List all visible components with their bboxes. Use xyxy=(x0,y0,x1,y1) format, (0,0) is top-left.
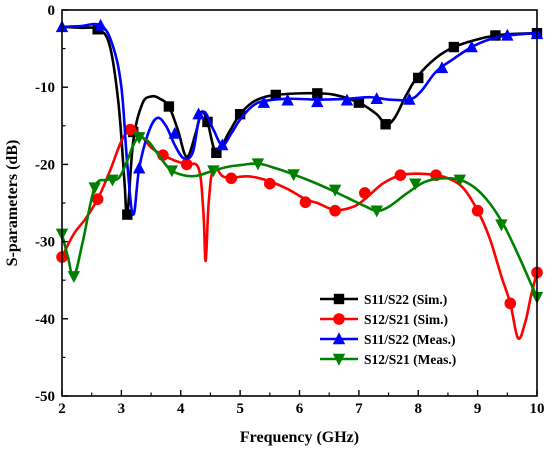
legend-label: S11/S22 (Meas.) xyxy=(364,332,456,347)
series-point-s11-s22-meas xyxy=(216,138,229,151)
legend-marker xyxy=(333,293,345,305)
x-tick-label: 4 xyxy=(177,401,185,417)
series-point-s11-s22-meas xyxy=(311,95,324,108)
series-point-s11-s22-sim xyxy=(211,147,222,159)
series-point-s11-s22-sim xyxy=(353,97,365,108)
legend-marker xyxy=(333,313,345,325)
series-point-s12-s21-sim xyxy=(394,169,407,182)
legend-item-s11-s22-meas: S11/S22 (Meas.) xyxy=(320,332,456,347)
legend-label: S12/S21 (Sim.) xyxy=(364,312,448,327)
series-point-s11-s22-sim xyxy=(234,109,246,120)
series-point-s11-s22-sim xyxy=(163,101,175,112)
series-point-s11-s22-meas xyxy=(403,92,416,105)
x-tick-label: 2 xyxy=(58,401,66,417)
series-point-s12-s21-meas xyxy=(207,165,220,178)
series-point-s11-s22-meas xyxy=(370,92,383,104)
series-point-s12-s21-meas xyxy=(106,174,119,187)
legend-marker xyxy=(332,332,346,345)
legend-label: S11/S22 (Sim.) xyxy=(364,292,447,307)
series-point-s11-s22-sim xyxy=(380,119,391,130)
legend-label: S12/S21 (Meas.) xyxy=(364,352,456,367)
series-point-s12-s21-sim xyxy=(225,172,238,185)
series-s11-s22-sim xyxy=(61,24,543,220)
y-tick-label: -50 xyxy=(35,389,55,405)
series-point-s12-s21-meas xyxy=(328,184,342,197)
x-tick-label: 9 xyxy=(474,401,482,417)
axis-ticks: 2 3 4 5 6 7 8 9 10 0 -10 -20 -30 -40 -50 xyxy=(35,3,545,417)
x-tick-label: 6 xyxy=(296,401,304,417)
series-point-s11-s22-sim xyxy=(490,30,501,41)
series-point-s12-s21-sim xyxy=(299,196,312,209)
series-point-s12-s21-sim xyxy=(91,193,104,205)
x-tick-label: 3 xyxy=(118,401,126,417)
series-s12-s21-meas xyxy=(55,132,544,304)
y-tick-label: -20 xyxy=(35,157,55,173)
series-point-s11-s22-meas xyxy=(435,61,449,74)
series-point-s11-s22-sim xyxy=(448,41,460,53)
series-point-s11-s22-sim xyxy=(202,116,213,128)
series-point-s11-s22-meas xyxy=(281,93,294,106)
legend-marker xyxy=(332,353,346,366)
series-point-s12-s21-sim xyxy=(264,177,276,190)
series-point-s12-s21-sim xyxy=(124,123,137,136)
series-point-s12-s21-meas xyxy=(453,174,467,187)
x-tick-label: 10 xyxy=(530,401,545,417)
x-tick-label: 5 xyxy=(236,401,244,417)
legend-item-s12-s21-meas: S12/S21 (Meas.) xyxy=(320,352,456,367)
x-axis-title: Frequency (GHz) xyxy=(240,429,359,446)
x-tick-label: 8 xyxy=(415,401,423,417)
series-point-s12-s21-meas xyxy=(495,219,508,232)
series-point-s11-s22-sim xyxy=(270,89,281,101)
series-point-s12-s21-sim xyxy=(180,158,193,171)
series-point-s11-s22-meas xyxy=(168,126,182,139)
plot-frame xyxy=(61,9,538,397)
series-point-s12-s21-meas xyxy=(287,169,300,182)
series-line-s12-s21-meas xyxy=(60,135,539,298)
y-tick-label: -10 xyxy=(35,80,55,96)
series-point-s12-s21-meas xyxy=(251,158,265,171)
series-point-s12-s21-meas xyxy=(67,271,81,284)
series-point-s12-s21-meas xyxy=(132,132,146,145)
series-point-s11-s22-sim xyxy=(413,72,424,84)
series-point-s11-s22-meas xyxy=(465,40,478,53)
series-point-s12-s21-meas xyxy=(165,165,179,178)
series-point-s12-s21-meas xyxy=(370,205,383,218)
series-line-s11-s22-meas xyxy=(61,22,538,216)
legend-item-s11-s22-sim: S11/S22 (Sim.) xyxy=(320,292,447,307)
series-point-s12-s21-meas xyxy=(409,178,422,191)
legend: S11/S22 (Sim.) S12/S21 (Sim.) S11/S22 (Mea… xyxy=(320,292,456,367)
series-point-s11-s22-meas xyxy=(94,18,107,31)
y-tick-label: -40 xyxy=(35,312,55,328)
series-point-s11-s22-meas xyxy=(192,107,205,120)
series-point-s11-s22-meas xyxy=(257,95,271,108)
series-line-s11-s22-sim xyxy=(61,25,538,218)
series-point-s12-s21-meas xyxy=(88,182,101,195)
series-point-s12-s21-sim xyxy=(329,204,341,217)
y-tick-label: -30 xyxy=(35,235,55,251)
series-point-s11-s22-sim xyxy=(122,209,133,220)
series-s11-s22-meas xyxy=(55,18,544,216)
series-point-s11-s22-meas xyxy=(340,93,354,106)
y-tick-label: 0 xyxy=(48,3,56,19)
series-line-s12-s21-sim xyxy=(60,127,539,341)
series-point-s12-s21-sim xyxy=(359,187,371,199)
series-point-s11-s22-sim xyxy=(312,88,323,99)
series-point-s12-s21-sim xyxy=(504,297,517,310)
plot-marks xyxy=(55,18,544,341)
series-point-s11-s22-meas xyxy=(501,28,514,41)
legend-item-s12-s21-sim: S12/S21 (Sim.) xyxy=(320,312,448,327)
series-point-s12-s21-sim xyxy=(471,204,484,217)
x-tick-label: 7 xyxy=(355,401,363,417)
y-axis-title: S-parameters (dB) xyxy=(4,140,21,267)
series-point-s11-s22-meas xyxy=(132,161,146,174)
